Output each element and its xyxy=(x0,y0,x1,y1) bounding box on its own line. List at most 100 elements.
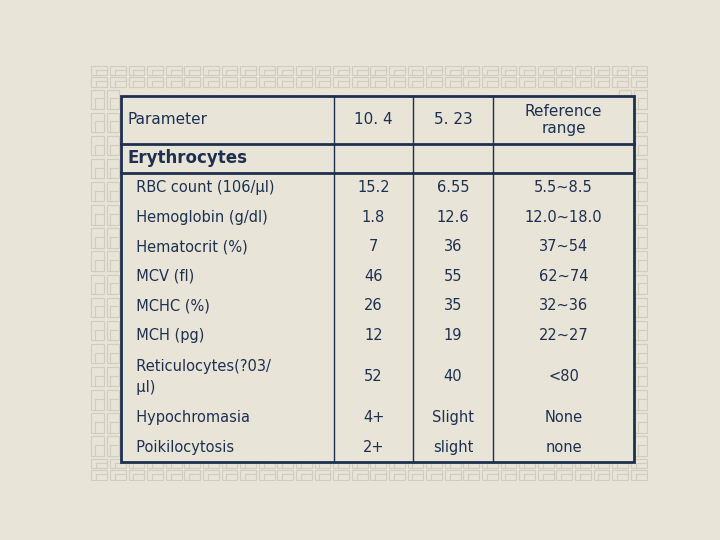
Bar xyxy=(618,413,631,433)
Bar xyxy=(107,205,120,225)
Bar xyxy=(91,182,104,201)
Bar xyxy=(482,470,498,480)
Bar xyxy=(618,205,631,225)
Bar xyxy=(631,77,647,87)
Bar xyxy=(107,228,120,248)
Bar xyxy=(91,344,104,363)
Text: 5. 23: 5. 23 xyxy=(433,112,472,127)
Bar xyxy=(634,136,647,155)
Bar xyxy=(91,390,104,410)
Text: MCHC (%): MCHC (%) xyxy=(127,298,210,313)
Bar xyxy=(148,66,163,75)
Bar xyxy=(634,298,647,317)
Bar xyxy=(408,66,423,75)
Bar xyxy=(277,77,293,87)
Bar xyxy=(240,458,256,468)
Bar xyxy=(500,458,516,468)
Text: 2+: 2+ xyxy=(363,440,384,455)
Bar xyxy=(634,159,647,178)
Bar xyxy=(618,390,631,410)
Text: 37~54: 37~54 xyxy=(539,239,588,254)
Text: Poikilocytosis: Poikilocytosis xyxy=(127,440,235,455)
Bar xyxy=(148,458,163,468)
Bar xyxy=(612,470,628,480)
Text: <80: <80 xyxy=(548,369,579,384)
Text: Slight: Slight xyxy=(432,410,474,425)
Text: 32~36: 32~36 xyxy=(539,298,588,313)
Bar xyxy=(259,458,274,468)
Bar xyxy=(612,458,628,468)
Bar xyxy=(333,470,349,480)
Bar xyxy=(91,90,104,109)
Bar xyxy=(538,66,554,75)
Text: μl): μl) xyxy=(127,380,156,395)
Text: 52: 52 xyxy=(364,369,383,384)
Bar xyxy=(107,390,120,410)
Bar xyxy=(389,77,405,87)
Bar xyxy=(148,77,163,87)
Bar xyxy=(618,274,631,294)
Bar xyxy=(519,470,535,480)
Bar xyxy=(612,66,628,75)
Bar xyxy=(107,321,120,340)
Bar xyxy=(575,77,590,87)
Bar xyxy=(634,413,647,433)
Bar xyxy=(259,470,274,480)
Bar xyxy=(296,470,312,480)
Bar xyxy=(91,298,104,317)
Text: 1.8: 1.8 xyxy=(362,210,385,225)
Bar xyxy=(91,136,104,155)
Bar xyxy=(618,228,631,248)
Bar xyxy=(631,66,647,75)
Text: 12: 12 xyxy=(364,328,383,343)
Bar xyxy=(408,77,423,87)
Bar xyxy=(482,77,498,87)
Bar xyxy=(91,77,107,87)
Bar xyxy=(371,470,386,480)
Bar xyxy=(222,77,238,87)
Bar xyxy=(107,367,120,387)
Bar xyxy=(618,182,631,201)
Text: Parameter: Parameter xyxy=(127,112,207,127)
Bar xyxy=(333,66,349,75)
Bar xyxy=(315,66,330,75)
Bar xyxy=(107,113,120,132)
Bar xyxy=(107,298,120,317)
Bar xyxy=(371,66,386,75)
Bar xyxy=(222,66,238,75)
Bar xyxy=(166,66,181,75)
Bar xyxy=(110,77,126,87)
Bar xyxy=(277,470,293,480)
Bar xyxy=(107,159,120,178)
Bar xyxy=(91,66,107,75)
Text: 35: 35 xyxy=(444,298,462,313)
Bar xyxy=(519,77,535,87)
Bar xyxy=(129,77,144,87)
Text: 46: 46 xyxy=(364,269,383,284)
Bar xyxy=(612,77,628,87)
Bar xyxy=(634,205,647,225)
Bar xyxy=(445,77,461,87)
Bar xyxy=(91,228,104,248)
Bar xyxy=(91,321,104,340)
Bar xyxy=(519,66,535,75)
Bar xyxy=(389,470,405,480)
Bar xyxy=(634,321,647,340)
Bar xyxy=(575,458,590,468)
Bar xyxy=(575,66,590,75)
Text: 7: 7 xyxy=(369,239,378,254)
Bar xyxy=(634,113,647,132)
Text: 12.6: 12.6 xyxy=(437,210,469,225)
Bar xyxy=(107,252,120,271)
Bar xyxy=(557,77,572,87)
Bar xyxy=(91,274,104,294)
Bar xyxy=(91,436,104,456)
Bar xyxy=(631,458,647,468)
Text: none: none xyxy=(545,440,582,455)
Bar xyxy=(445,470,461,480)
Bar xyxy=(121,96,634,462)
Bar xyxy=(426,458,442,468)
Bar xyxy=(352,458,367,468)
Bar xyxy=(166,458,181,468)
Bar xyxy=(315,470,330,480)
